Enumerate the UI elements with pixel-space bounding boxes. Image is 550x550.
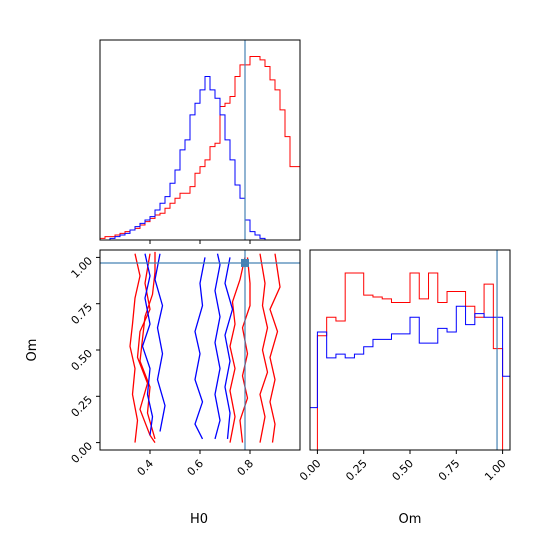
x-tick-label: 0.75 [436,457,463,484]
x-tick-label: 0.00 [297,457,324,484]
y-tick-label: 1.00 [69,254,96,281]
x-axis-label-om: Om [399,512,422,527]
contour-red [139,251,156,440]
truth-point [241,258,249,267]
contour-blue [214,253,221,440]
contour-red [269,253,281,443]
x-tick-label: 0.4 [135,457,157,479]
contour-blue [141,253,154,436]
h0-marginal-histogram [99,39,301,244]
contour-blue [224,257,234,439]
y-axis-label-om: Om [25,339,40,362]
contour-red [129,253,141,443]
y-tick-label: 0.50 [69,347,96,374]
contour-area [100,250,300,450]
x-axis-label-h0: H0 [190,512,208,527]
x-tick-label: 0.8 [235,457,257,479]
contour-red [229,257,246,443]
contour-red [259,253,269,443]
y-tick-label: 0.00 [69,440,96,467]
y-tick-label: 0.25 [69,393,96,420]
contour-red [239,257,251,443]
x-tick-label: 0.6 [185,457,207,479]
histogram-blue [100,76,300,241]
histogram-blue [309,305,511,450]
contour-blue [194,257,206,440]
y-tick-label: 0.75 [69,301,96,328]
om-h0-contour-panel: 0.4 0.6 0.8 0.00 0.25 0.50 0.75 1.00 [69,249,301,479]
om-marginal-histogram: 0.00 0.25 0.50 0.75 1.00 [297,249,511,484]
histogram-red [99,56,300,240]
x-tick-label: 0.25 [343,457,370,484]
x-tick-label: 1.00 [482,457,509,484]
x-tick-label: 0.50 [390,457,417,484]
contour-blue [154,253,166,432]
histogram-red [316,272,504,450]
